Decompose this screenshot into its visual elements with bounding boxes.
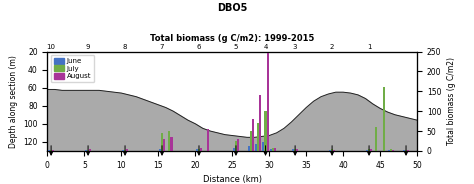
Y-axis label: Total biomass (g C/m2): Total biomass (g C/m2)	[447, 57, 456, 145]
Bar	[48, 150, 50, 151]
Bar	[237, 139, 239, 151]
Bar	[257, 123, 259, 151]
Bar	[85, 150, 87, 151]
Bar	[124, 150, 126, 151]
Bar	[52, 150, 54, 151]
Bar	[198, 149, 200, 151]
Bar	[168, 131, 171, 151]
Bar	[392, 150, 394, 151]
Bar	[292, 149, 294, 151]
Bar	[171, 137, 173, 151]
Title: Total biomass (g C/m2): 1999-2015: Total biomass (g C/m2): 1999-2015	[150, 34, 314, 43]
Bar	[296, 149, 298, 151]
Bar	[259, 95, 261, 151]
Bar	[252, 119, 254, 151]
Y-axis label: Depth along section (m): Depth along section (m)	[9, 55, 18, 148]
Bar	[270, 149, 272, 151]
Bar	[407, 150, 409, 151]
Bar	[163, 139, 165, 151]
Text: DBO5: DBO5	[217, 3, 247, 13]
Bar	[263, 142, 264, 151]
Bar	[264, 111, 266, 151]
Bar	[255, 144, 257, 151]
Bar	[375, 127, 377, 151]
Bar	[294, 149, 296, 151]
Bar	[159, 149, 161, 151]
Bar	[200, 148, 202, 151]
Bar	[161, 133, 163, 151]
Bar	[333, 150, 335, 151]
Bar	[388, 150, 390, 151]
Bar	[383, 87, 385, 151]
Bar	[266, 52, 269, 151]
Bar	[235, 141, 237, 151]
Bar	[272, 148, 274, 151]
Bar	[196, 149, 198, 151]
Bar	[208, 129, 210, 151]
Bar	[50, 150, 52, 151]
Bar	[274, 148, 276, 151]
Bar	[331, 149, 333, 151]
Bar	[250, 131, 252, 151]
Bar	[368, 149, 370, 151]
Legend: June, July, August: June, July, August	[51, 55, 94, 82]
Bar	[405, 150, 407, 151]
Bar	[122, 150, 124, 151]
Bar	[366, 150, 368, 151]
X-axis label: Distance (km): Distance (km)	[203, 175, 262, 184]
Bar	[247, 146, 250, 151]
Bar	[329, 150, 331, 151]
Bar	[403, 150, 405, 151]
Bar	[87, 150, 89, 151]
Bar	[370, 149, 372, 151]
Bar	[126, 149, 128, 151]
Bar	[233, 148, 235, 151]
Bar	[390, 149, 392, 151]
Bar	[89, 149, 91, 151]
